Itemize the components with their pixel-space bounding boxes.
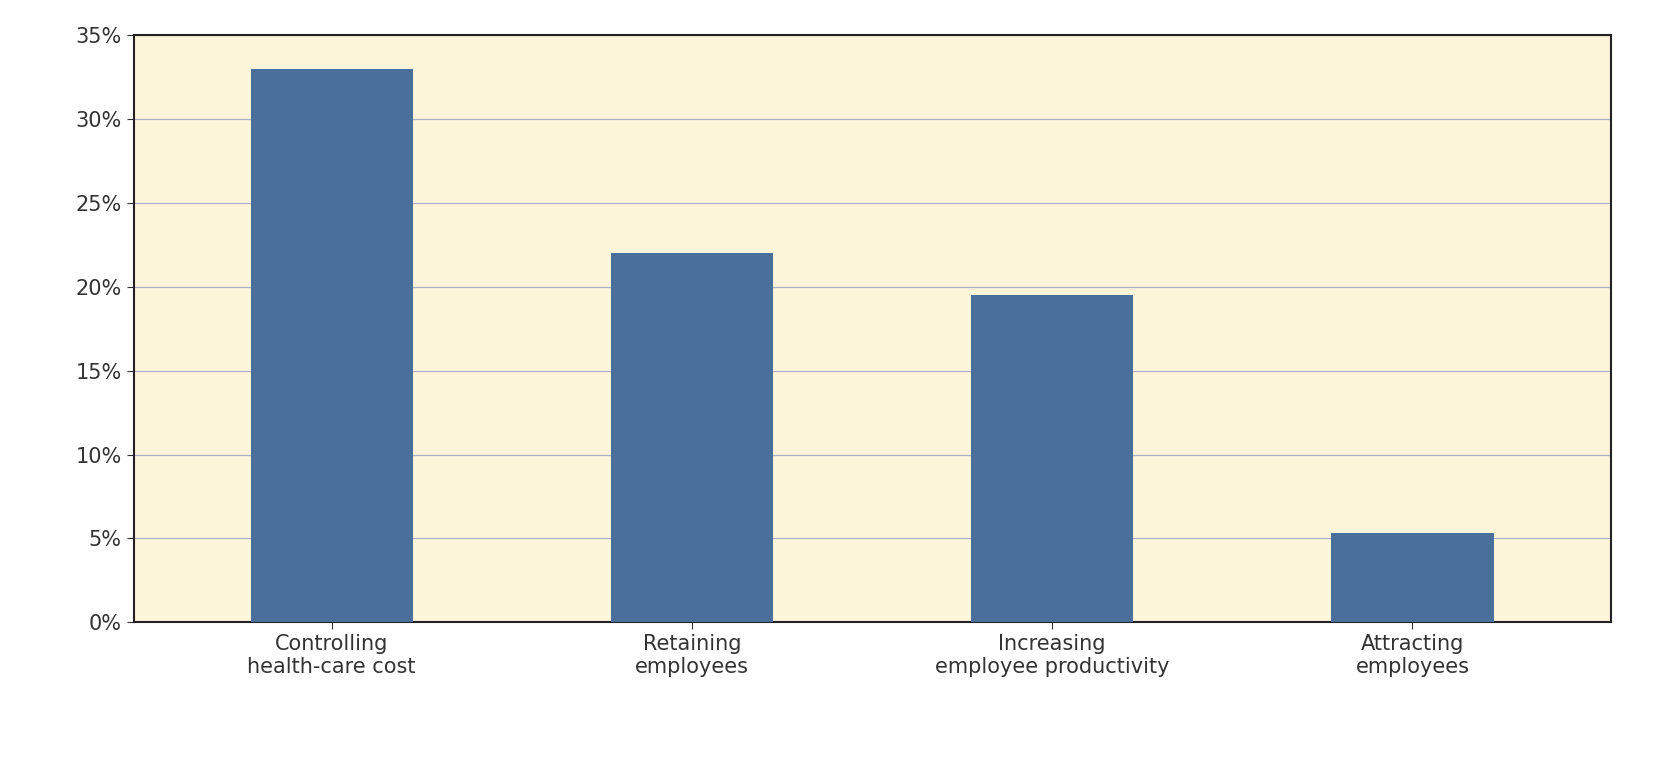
Bar: [250, 68, 412, 622]
Bar: [971, 295, 1133, 622]
Bar: [1332, 534, 1494, 622]
Bar: [611, 253, 773, 622]
